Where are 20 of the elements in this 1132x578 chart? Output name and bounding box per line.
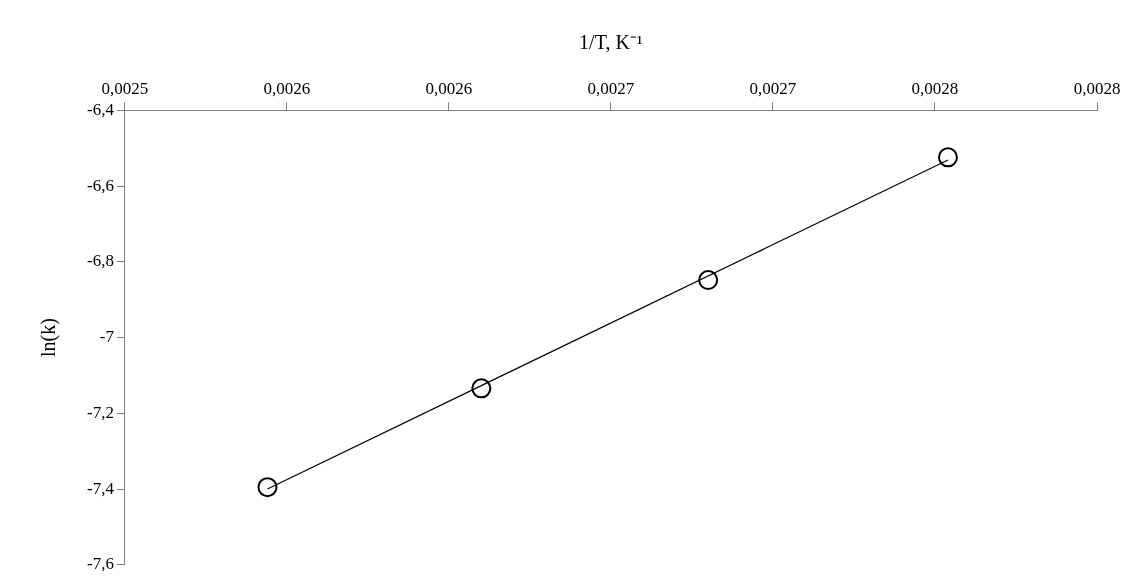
y-tick-label: -7 <box>99 327 115 347</box>
x-tick-label: 0,0027 <box>587 78 635 98</box>
x-tick-label: 0,0027 <box>749 78 797 98</box>
y-tick-label: -6,4 <box>86 99 115 119</box>
point <box>937 147 958 168</box>
y-axis-title: ln(k) <box>37 318 61 358</box>
x-tick-label: 0,0025 <box>101 78 149 98</box>
y-tick-label: -6,6 <box>86 175 114 195</box>
y-tick-label: -7,6 <box>86 554 114 574</box>
x-tick-label: 0,0026 <box>425 78 473 98</box>
point <box>257 477 278 498</box>
y-tick-label: -6,8 <box>86 251 114 271</box>
y-tick-label: -7,2 <box>86 402 114 422</box>
x-tick-label: 0,0028 <box>1073 78 1121 98</box>
point <box>698 270 719 291</box>
x-tick-label: 0,0028 <box>911 78 959 98</box>
x-axis-title: 1/T, K⁻¹ <box>579 31 643 54</box>
x-tick-label: 0,0026 <box>263 78 311 98</box>
y-tick-label: -7,4 <box>86 478 115 498</box>
point <box>471 378 492 399</box>
